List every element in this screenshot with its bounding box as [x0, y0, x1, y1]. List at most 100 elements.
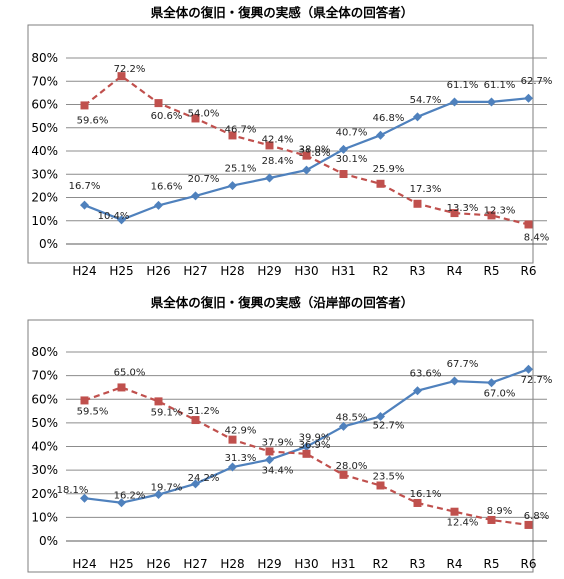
x-tick-label: R4 [447, 557, 463, 571]
data-point [413, 386, 422, 396]
x-tick-label: H27 [183, 264, 207, 278]
data-label: 31.8% [299, 148, 331, 159]
data-point [339, 470, 348, 479]
data-label: 12.4% [447, 518, 479, 529]
data-point [450, 209, 459, 218]
data-point [413, 498, 422, 507]
data-label: 30.1% [336, 154, 368, 165]
x-tick-label: H30 [294, 557, 318, 571]
data-point [487, 515, 496, 524]
data-label: 46.7% [225, 124, 257, 135]
data-point [376, 481, 385, 490]
data-point [376, 130, 385, 140]
data-point [228, 181, 237, 191]
data-point [265, 141, 274, 150]
data-label: 24.2% [188, 473, 220, 484]
x-tick-label: H28 [220, 557, 244, 571]
data-label: 28.4% [262, 156, 294, 167]
y-tick-label: 30% [31, 463, 58, 477]
data-label: 6.8% [524, 511, 549, 522]
x-tick-label: R6 [521, 557, 537, 571]
data-label: 12.3% [484, 205, 516, 216]
x-tick-label: R3 [410, 264, 426, 278]
data-label: 16.7% [69, 181, 101, 192]
data-label: 34.4% [262, 466, 294, 477]
data-point [524, 93, 533, 103]
data-label: 39.9% [299, 433, 331, 444]
data-point [302, 449, 311, 458]
x-tick-label: R4 [447, 264, 463, 278]
data-label: 72.7% [521, 375, 553, 386]
data-point [117, 72, 126, 81]
data-point [154, 99, 163, 108]
data-label: 19.7% [151, 482, 183, 493]
y-tick-label: 40% [31, 440, 58, 454]
data-label: 16.6% [151, 181, 183, 192]
x-tick-label: H25 [109, 557, 133, 571]
data-point [413, 199, 422, 208]
plot-frame [27, 319, 534, 573]
data-point [339, 144, 348, 154]
data-point [191, 416, 200, 425]
data-label: 59.1% [151, 407, 183, 418]
data-label: 13.3% [447, 203, 479, 214]
data-point [154, 200, 163, 210]
data-point [191, 191, 200, 201]
data-point [154, 489, 163, 499]
data-label: 67.7% [447, 359, 479, 370]
data-label: 31.3% [225, 453, 257, 464]
x-tick-label: R5 [484, 557, 500, 571]
data-point [117, 383, 126, 392]
data-point [80, 101, 89, 110]
y-tick-label: 80% [31, 51, 58, 65]
y-tick-label: 20% [31, 487, 58, 501]
data-label: 65.0% [114, 367, 146, 378]
data-point [154, 397, 163, 406]
x-tick-label: H24 [72, 264, 96, 278]
data-point [413, 112, 422, 122]
data-point [117, 498, 126, 508]
data-point [80, 200, 89, 210]
y-tick-label: 60% [31, 392, 58, 406]
data-point [450, 376, 459, 386]
data-label: 25.1% [225, 164, 257, 175]
data-point [228, 131, 237, 140]
data-point [265, 173, 274, 183]
data-point [450, 507, 459, 516]
y-tick-label: 80% [31, 345, 58, 359]
data-point [80, 396, 89, 405]
y-tick-label: 10% [31, 214, 58, 228]
data-point [302, 442, 311, 452]
data-label: 16.1% [410, 489, 442, 500]
data-label: 10.4% [98, 211, 130, 222]
data-point [228, 462, 237, 472]
data-label: 23.5% [373, 471, 405, 482]
x-tick-label: R2 [373, 264, 389, 278]
data-label: 8.9% [487, 506, 512, 517]
data-label: 61.1% [484, 80, 516, 91]
data-label: 20.7% [188, 174, 220, 185]
data-label: 59.5% [77, 406, 109, 417]
data-point [302, 151, 311, 160]
data-point [339, 170, 348, 179]
data-point [265, 447, 274, 456]
data-label: 52.7% [373, 420, 405, 431]
x-tick-label: H31 [331, 264, 355, 278]
y-tick-label: 0% [39, 534, 58, 548]
data-label: 61.1% [447, 80, 479, 91]
y-tick-label: 70% [31, 369, 58, 383]
x-tick-label: H25 [109, 264, 133, 278]
data-point [524, 364, 533, 374]
y-tick-label: 30% [31, 167, 58, 181]
y-tick-label: 20% [31, 191, 58, 205]
data-point [524, 520, 533, 529]
x-tick-label: H31 [331, 557, 355, 571]
x-tick-label: R5 [484, 264, 500, 278]
y-tick-label: 40% [31, 144, 58, 158]
data-label: 25.9% [373, 164, 405, 175]
data-point [228, 435, 237, 444]
y-tick-label: 70% [31, 74, 58, 88]
chart-2-title: 県全体の復旧・復興の実感（沿岸部の回答者） [150, 295, 414, 310]
data-point [450, 97, 459, 107]
